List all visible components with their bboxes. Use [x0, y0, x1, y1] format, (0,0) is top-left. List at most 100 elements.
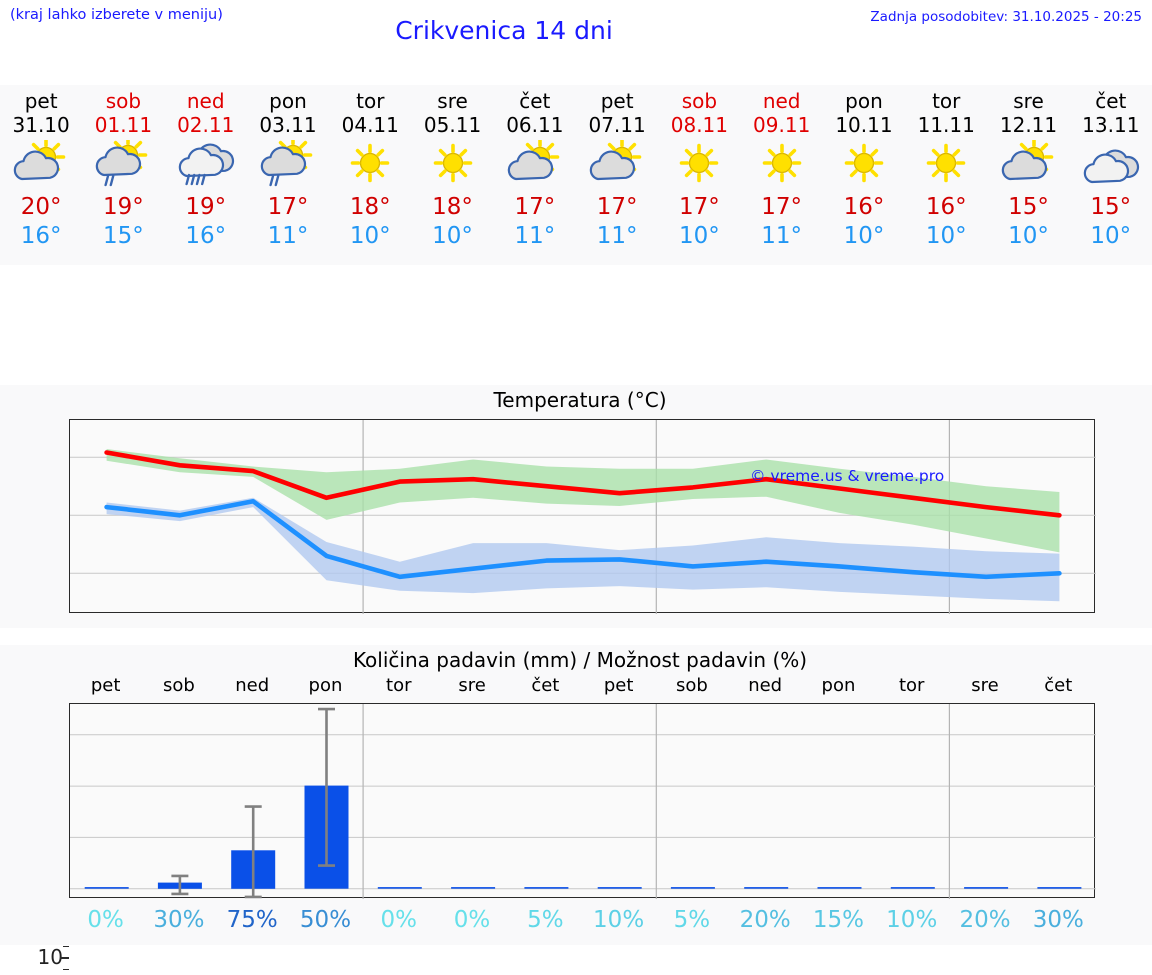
precipitation-chart-title: Količina padavin (mm) / Možnost padavin … — [352, 648, 808, 672]
precipitation-day-label-13: čet — [1044, 675, 1073, 696]
day-column-13[interactable]: čet 13.11 15° 10° — [1070, 85, 1152, 265]
temperature-plot-area — [69, 419, 1096, 614]
last-updated-text: Zadnja posodobitev: 31.10.2025 - 20:25 — [870, 9, 1142, 25]
partly-cloudy-icon — [998, 137, 1060, 188]
day-name: sob — [681, 89, 718, 113]
cloudy-icon — [1080, 140, 1142, 188]
day-name: sob — [105, 89, 142, 113]
page-title: Crikvenica 14 dni — [395, 16, 613, 45]
day-max-temp: 17° — [761, 194, 803, 220]
temperature-panel: Temperatura (°C) 101520 — [0, 385, 1152, 971]
day-name: pon — [845, 89, 883, 113]
day-min-temp: 10° — [925, 223, 967, 249]
sunny-icon — [422, 140, 484, 188]
precipitation-probability-2: 75% — [226, 907, 278, 933]
precipitation-probability-3: 50% — [299, 907, 352, 933]
day-name: pon — [269, 89, 307, 113]
partly-cloudy-rain-icon — [92, 135, 154, 188]
day-column-11[interactable]: tor 11.11 16° 10° — [905, 85, 987, 265]
partly-cloudy-icon — [504, 137, 566, 188]
day-min-temp: 16° — [185, 223, 227, 249]
day-column-3[interactable]: pon 03.11 17° 11° — [247, 85, 329, 265]
day-min-temp: 11° — [596, 223, 638, 249]
day-name: pet — [24, 89, 58, 113]
day-max-temp: 17° — [267, 194, 309, 220]
day-min-temp: 16° — [20, 223, 62, 249]
precipitation-day-label-8: sob — [675, 675, 708, 696]
day-name: tor — [932, 89, 961, 113]
precipitation-day-label-2: ned — [235, 675, 270, 696]
precipitation-probability-13: 30% — [1032, 907, 1084, 933]
day-min-temp: 10° — [349, 223, 391, 249]
sunny-icon — [751, 140, 813, 188]
day-min-temp: 10° — [679, 223, 720, 249]
day-name: čet — [519, 89, 551, 113]
precipitation-day-label-9: ned — [748, 675, 783, 696]
temperature-chart-title: Temperatura (°C) — [493, 388, 667, 412]
daily-forecast-strip: pet 31.10 20° 16° sob 01.11 19° 15° ned 02.11 19° 1… — [0, 85, 1152, 265]
day-max-temp: 20° — [20, 194, 62, 220]
precipitation-probability-7: 10% — [593, 907, 645, 933]
day-min-temp: 10° — [432, 223, 473, 249]
day-column-2[interactable]: ned 02.11 19° 16° — [165, 85, 247, 265]
day-min-temp: 10° — [843, 223, 885, 249]
day-max-temp: 17° — [596, 194, 638, 220]
day-column-4[interactable]: tor 04.11 18° 10° — [329, 85, 411, 265]
precipitation-probability-4: 0% — [380, 907, 418, 933]
day-min-temp: 11° — [267, 223, 309, 249]
precipitation-day-label-0: pet — [90, 675, 121, 696]
day-min-temp: 11° — [761, 223, 803, 249]
day-date: 10.11 — [835, 113, 893, 137]
sunny-icon — [339, 140, 401, 188]
day-min-temp: 10° — [1008, 223, 1049, 249]
day-max-temp: 19° — [185, 194, 227, 220]
day-min-temp: 11° — [514, 223, 556, 249]
day-column-7[interactable]: pet 07.11 17° 11° — [576, 85, 658, 265]
sunny-icon — [915, 140, 977, 188]
precipitation-probability-10: 15% — [812, 907, 865, 933]
day-column-9[interactable]: ned 09.11 17° 11° — [741, 85, 823, 265]
day-name: sre — [1013, 89, 1044, 113]
precipitation-day-label-4: tor — [386, 675, 412, 696]
precipitation-day-labels: pet sob ned pon tor sre čet pet sob ned pon tor sre č… — [69, 675, 1095, 699]
top-bar: (kraj lahko izberete v meniju) Crikvenic… — [0, 0, 1152, 52]
sunny-icon — [833, 140, 895, 188]
day-max-temp: 19° — [103, 194, 144, 220]
day-max-temp: 15° — [1090, 194, 1132, 220]
precipitation-day-label-6: čet — [531, 675, 560, 696]
sunny-icon — [668, 140, 730, 188]
day-max-temp: 16° — [843, 194, 885, 220]
day-name: ned — [762, 89, 801, 113]
precipitation-day-label-3: pon — [308, 675, 343, 696]
precipitation-probability-9: 20% — [739, 907, 791, 933]
day-max-temp: 16° — [925, 194, 967, 220]
day-name: sre — [437, 89, 468, 113]
temperature-y-tick-10: 10 — [37, 945, 63, 970]
day-column-8[interactable]: sob 08.11 17° 10° — [658, 85, 740, 265]
day-column-12[interactable]: sre 12.11 15° 10° — [987, 85, 1069, 265]
day-column-6[interactable]: čet 06.11 17° 11° — [494, 85, 576, 265]
day-name: tor — [356, 89, 385, 113]
temperature-axis-tick — [60, 957, 69, 959]
copyright-text: © vreme.us & vreme.pro — [750, 467, 945, 485]
day-column-0[interactable]: pet 31.10 20° 16° — [0, 85, 82, 265]
temperature-axis-tick — [63, 945, 69, 948]
precipitation-day-label-11: tor — [898, 675, 925, 696]
day-date: 11.11 — [917, 113, 975, 137]
precipitation-panel: Količina padavin (mm) / Možnost padavin … — [0, 645, 1152, 945]
temperature-axis-tick — [63, 969, 69, 971]
day-column-10[interactable]: pon 10.11 16° 10° — [823, 85, 905, 265]
day-column-5[interactable]: sre 05.11 18° 10° — [411, 85, 493, 265]
day-column-1[interactable]: sob 01.11 19° 15° — [82, 85, 164, 265]
precipitation-day-label-1: sob — [163, 675, 195, 696]
precipitation-day-label-10: pon — [821, 675, 856, 696]
day-date: 12.11 — [999, 113, 1058, 137]
day-date: 06.11 — [506, 113, 564, 137]
day-name: pet — [600, 89, 634, 113]
day-max-temp: 17° — [514, 194, 556, 220]
cloudy-rain-icon — [175, 140, 237, 188]
precipitation-probability-6: 5% — [527, 907, 564, 933]
day-date: 03.11 — [259, 113, 317, 137]
day-date: 31.10 — [12, 113, 70, 137]
